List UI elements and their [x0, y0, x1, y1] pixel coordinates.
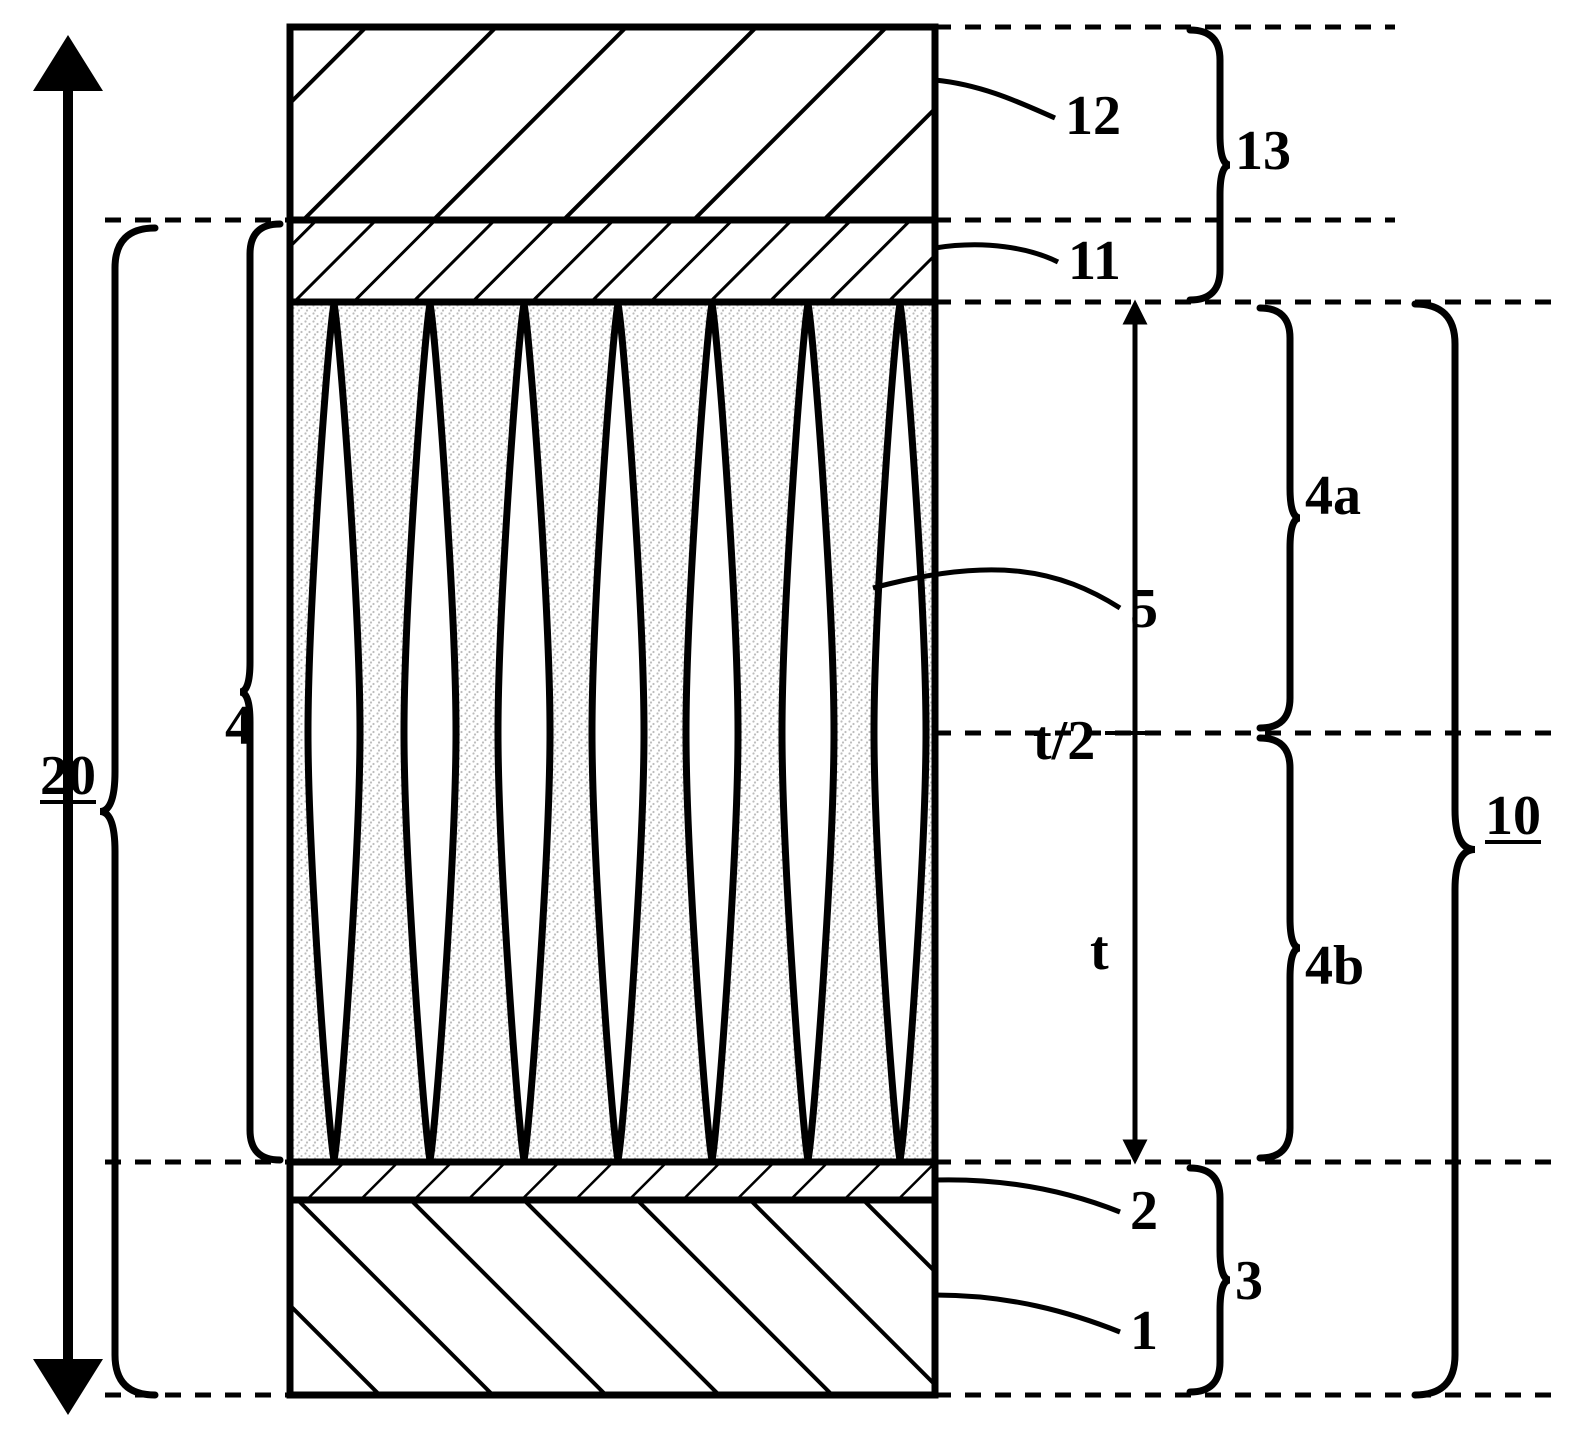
leader-l12: [935, 80, 1055, 118]
layer-2: [290, 1162, 935, 1200]
arrowhead-up: [33, 35, 103, 91]
brace-4a: [1260, 308, 1300, 728]
brace-3: [1190, 1168, 1230, 1392]
label-n2: 2: [1130, 1179, 1158, 1243]
label-n12: 12: [1065, 84, 1121, 148]
brace-13: [1190, 30, 1230, 300]
arrowhead-down: [33, 1359, 103, 1415]
label-n4b: 4b: [1305, 934, 1364, 998]
figure-root: 201012111344a4b5213tt/2: [0, 0, 1582, 1455]
label-n10: 10: [1485, 784, 1541, 848]
layer-12: [290, 27, 935, 220]
label-n3: 3: [1235, 1249, 1263, 1313]
leader-l11: [935, 245, 1058, 262]
label-n1: 1: [1130, 1299, 1158, 1363]
leader-l2: [935, 1180, 1120, 1212]
brace-10: [1415, 304, 1475, 1395]
label-thalf: t/2: [1033, 709, 1095, 773]
label-n4a: 4a: [1305, 464, 1361, 528]
brace-20: [100, 228, 155, 1395]
label-n11: 11: [1068, 229, 1121, 293]
label-n13: 13: [1235, 119, 1291, 183]
leader-l1: [935, 1295, 1120, 1332]
label-n20: 20: [40, 744, 96, 808]
label-n5: 5: [1130, 577, 1158, 641]
layer-1: [290, 1200, 935, 1395]
label-t: t: [1090, 919, 1109, 983]
label-n4: 4: [225, 694, 253, 758]
brace-4b: [1260, 738, 1300, 1158]
brace-4: [240, 224, 280, 1160]
layer-11: [290, 220, 935, 302]
